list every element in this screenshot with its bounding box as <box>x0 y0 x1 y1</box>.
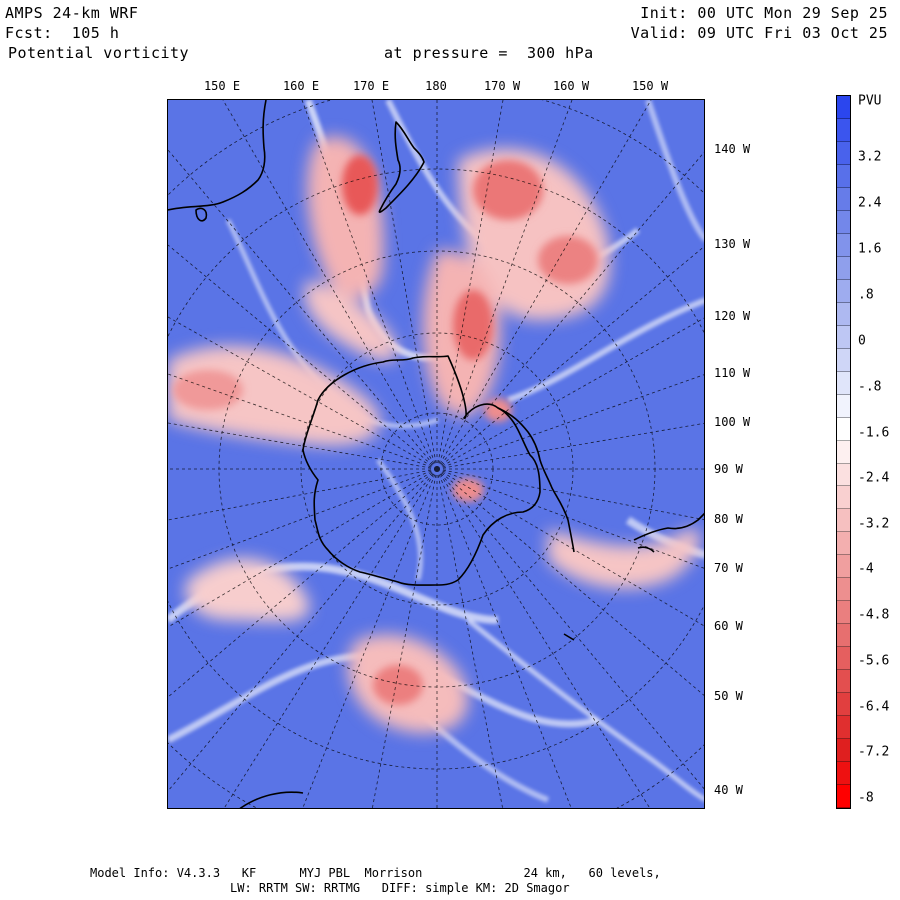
falklands-coastline <box>637 546 655 553</box>
pv-field-svg <box>168 100 704 808</box>
pv-map <box>167 99 705 809</box>
colorbar-segment <box>837 509 850 533</box>
colorbar-segment <box>837 739 850 763</box>
colorbar-segment <box>837 716 850 740</box>
lon-label-right: 130 W <box>714 237 751 251</box>
init-time: Init: 00 UTC Mon 29 Sep 25 <box>640 4 888 22</box>
colorbar-label: 1.6 <box>858 241 882 257</box>
model-title: AMPS 24-km WRF <box>5 4 139 22</box>
lon-label-top: 160 E <box>282 79 320 93</box>
coastlines <box>168 100 704 808</box>
colorbar-segment <box>837 417 850 441</box>
colorbar-label: 0 <box>858 333 866 349</box>
colorbar-label: 3.2 <box>858 149 882 165</box>
colorbar-label: -5.6 <box>858 653 890 669</box>
colorbar-label: -4.8 <box>858 607 890 623</box>
colorbar-segment <box>837 624 850 648</box>
lon-label-right: 140 W <box>714 142 751 156</box>
colorbar-segment <box>837 440 850 464</box>
lon-label-top: 170 E <box>352 79 390 93</box>
colorbar-segment <box>837 302 850 326</box>
pv-negative-cores <box>173 155 598 705</box>
antarctica-coastline <box>302 355 541 586</box>
colorbar-unit: PVU <box>858 93 882 109</box>
colorbar-segment <box>837 141 850 165</box>
colorbar-segment <box>837 394 850 418</box>
colorbar <box>836 95 851 809</box>
colorbar-label: -.8 <box>858 379 882 395</box>
south-america-coastline <box>633 512 704 541</box>
colorbar-segment <box>837 601 850 625</box>
colorbar-segment <box>837 210 850 234</box>
colorbar-segment <box>837 555 850 579</box>
colorbar-segment <box>837 96 850 119</box>
colorbar-segment <box>837 463 850 487</box>
lon-label-right: 110 W <box>714 366 751 380</box>
lon-label-right: 90 W <box>714 462 743 476</box>
lon-label-right: 100 W <box>714 415 751 429</box>
model-info-line2: LW: RRTM SW: RRTMG DIFF: simple KM: 2D S… <box>230 881 570 895</box>
colorbar-label: -6.4 <box>858 699 890 715</box>
colorbar-label: 2.4 <box>858 195 882 211</box>
colorbar-segment <box>837 371 850 395</box>
lon-label-top: 160 W <box>552 79 590 93</box>
colorbar-label: -3.2 <box>858 516 890 532</box>
colorbar-segment <box>837 256 850 280</box>
colorbar-segment <box>837 762 850 786</box>
colorbar-label: -8 <box>858 790 874 806</box>
peninsula-coastline <box>497 407 575 553</box>
pressure-level: at pressure = 300 hPa <box>384 44 594 62</box>
colorbar-segment <box>837 486 850 510</box>
lon-label-top: 150 E <box>203 79 241 93</box>
lon-label-right: 120 W <box>714 309 751 323</box>
australia-coastline <box>168 100 267 211</box>
south-georgia-coastline <box>563 633 575 641</box>
tasmania-coastline <box>195 207 208 222</box>
antarctica-bottom-coast <box>239 791 304 808</box>
forecast-hour: Fcst: 105 h <box>5 24 120 42</box>
colorbar-segment <box>837 785 850 809</box>
lon-label-right: 50 W <box>714 689 743 703</box>
colorbar-segment <box>837 164 850 188</box>
field-name: Potential vorticity <box>8 44 190 62</box>
valid-time: Valid: 09 UTC Fri 03 Oct 25 <box>630 24 888 42</box>
lon-label-right: 70 W <box>714 561 743 575</box>
lon-label-right: 80 W <box>714 512 743 526</box>
model-info-line1: Model Info: V4.3.3 KF MYJ PBL Morrison 2… <box>90 866 661 880</box>
colorbar-segment <box>837 670 850 694</box>
lon-label-top: 180 <box>425 79 447 93</box>
colorbar-segment <box>837 233 850 257</box>
colorbar-label: -1.6 <box>858 425 890 441</box>
colorbar-segment <box>837 647 850 671</box>
lon-label-top: 170 W <box>483 79 521 93</box>
colorbar-segment <box>837 532 850 556</box>
colorbar-segment <box>837 187 850 211</box>
colorbar-segment <box>837 693 850 717</box>
colorbar-segment <box>837 325 850 349</box>
new-zealand-coastline <box>378 121 425 213</box>
colorbar-segment <box>837 279 850 303</box>
lon-label-right: 40 W <box>714 783 743 797</box>
colorbar-label: -2.4 <box>858 470 890 486</box>
graticule <box>168 100 704 808</box>
colorbar-label: -4 <box>858 561 874 577</box>
colorbar-segment <box>837 578 850 602</box>
colorbar-label: .8 <box>858 287 874 303</box>
lon-label-right: 60 W <box>714 619 743 633</box>
lon-label-top: 150 W <box>631 79 669 93</box>
colorbar-label: -7.2 <box>858 744 890 760</box>
colorbar-segment <box>837 118 850 142</box>
colorbar-segment <box>837 348 850 372</box>
